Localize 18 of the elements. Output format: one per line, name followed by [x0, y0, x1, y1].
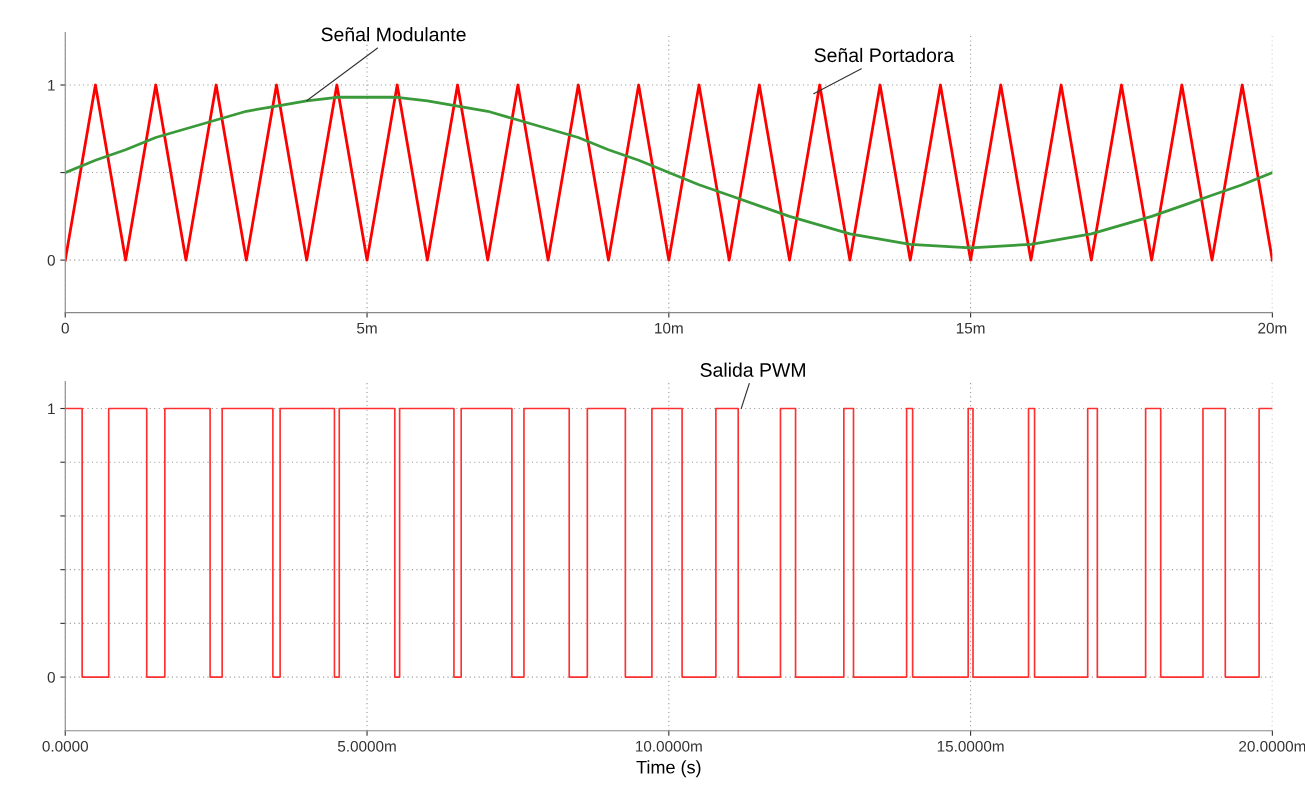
x-tick-label: 10.0000m [636, 740, 702, 752]
y-tick-label: 0 [47, 254, 55, 266]
x-tick-label: 10m [655, 322, 683, 334]
annotation: Salida PWM [700, 362, 805, 377]
x-tick-label: 5.0000m [337, 740, 396, 752]
y-tick-label: 1 [48, 80, 55, 91]
annotation: Señal Modulante [321, 27, 466, 42]
x-tick-label: 20m [1258, 322, 1287, 334]
x-axis-title: Time (s) [636, 760, 701, 778]
x-tick-label: 5m [357, 322, 377, 334]
x-tick-label: 0.0000 [42, 740, 89, 752]
x-tick-label: 20.0000m [1239, 740, 1305, 752]
x-tick-label: 15.0000m [937, 740, 1004, 752]
x-tick-label: 0 [61, 322, 69, 334]
y-tick-label: 0 [47, 671, 55, 683]
y-tick-label: 1 [48, 403, 55, 415]
annotation: Señal Portadora [814, 47, 955, 63]
x-tick-label: 15m [956, 322, 985, 334]
